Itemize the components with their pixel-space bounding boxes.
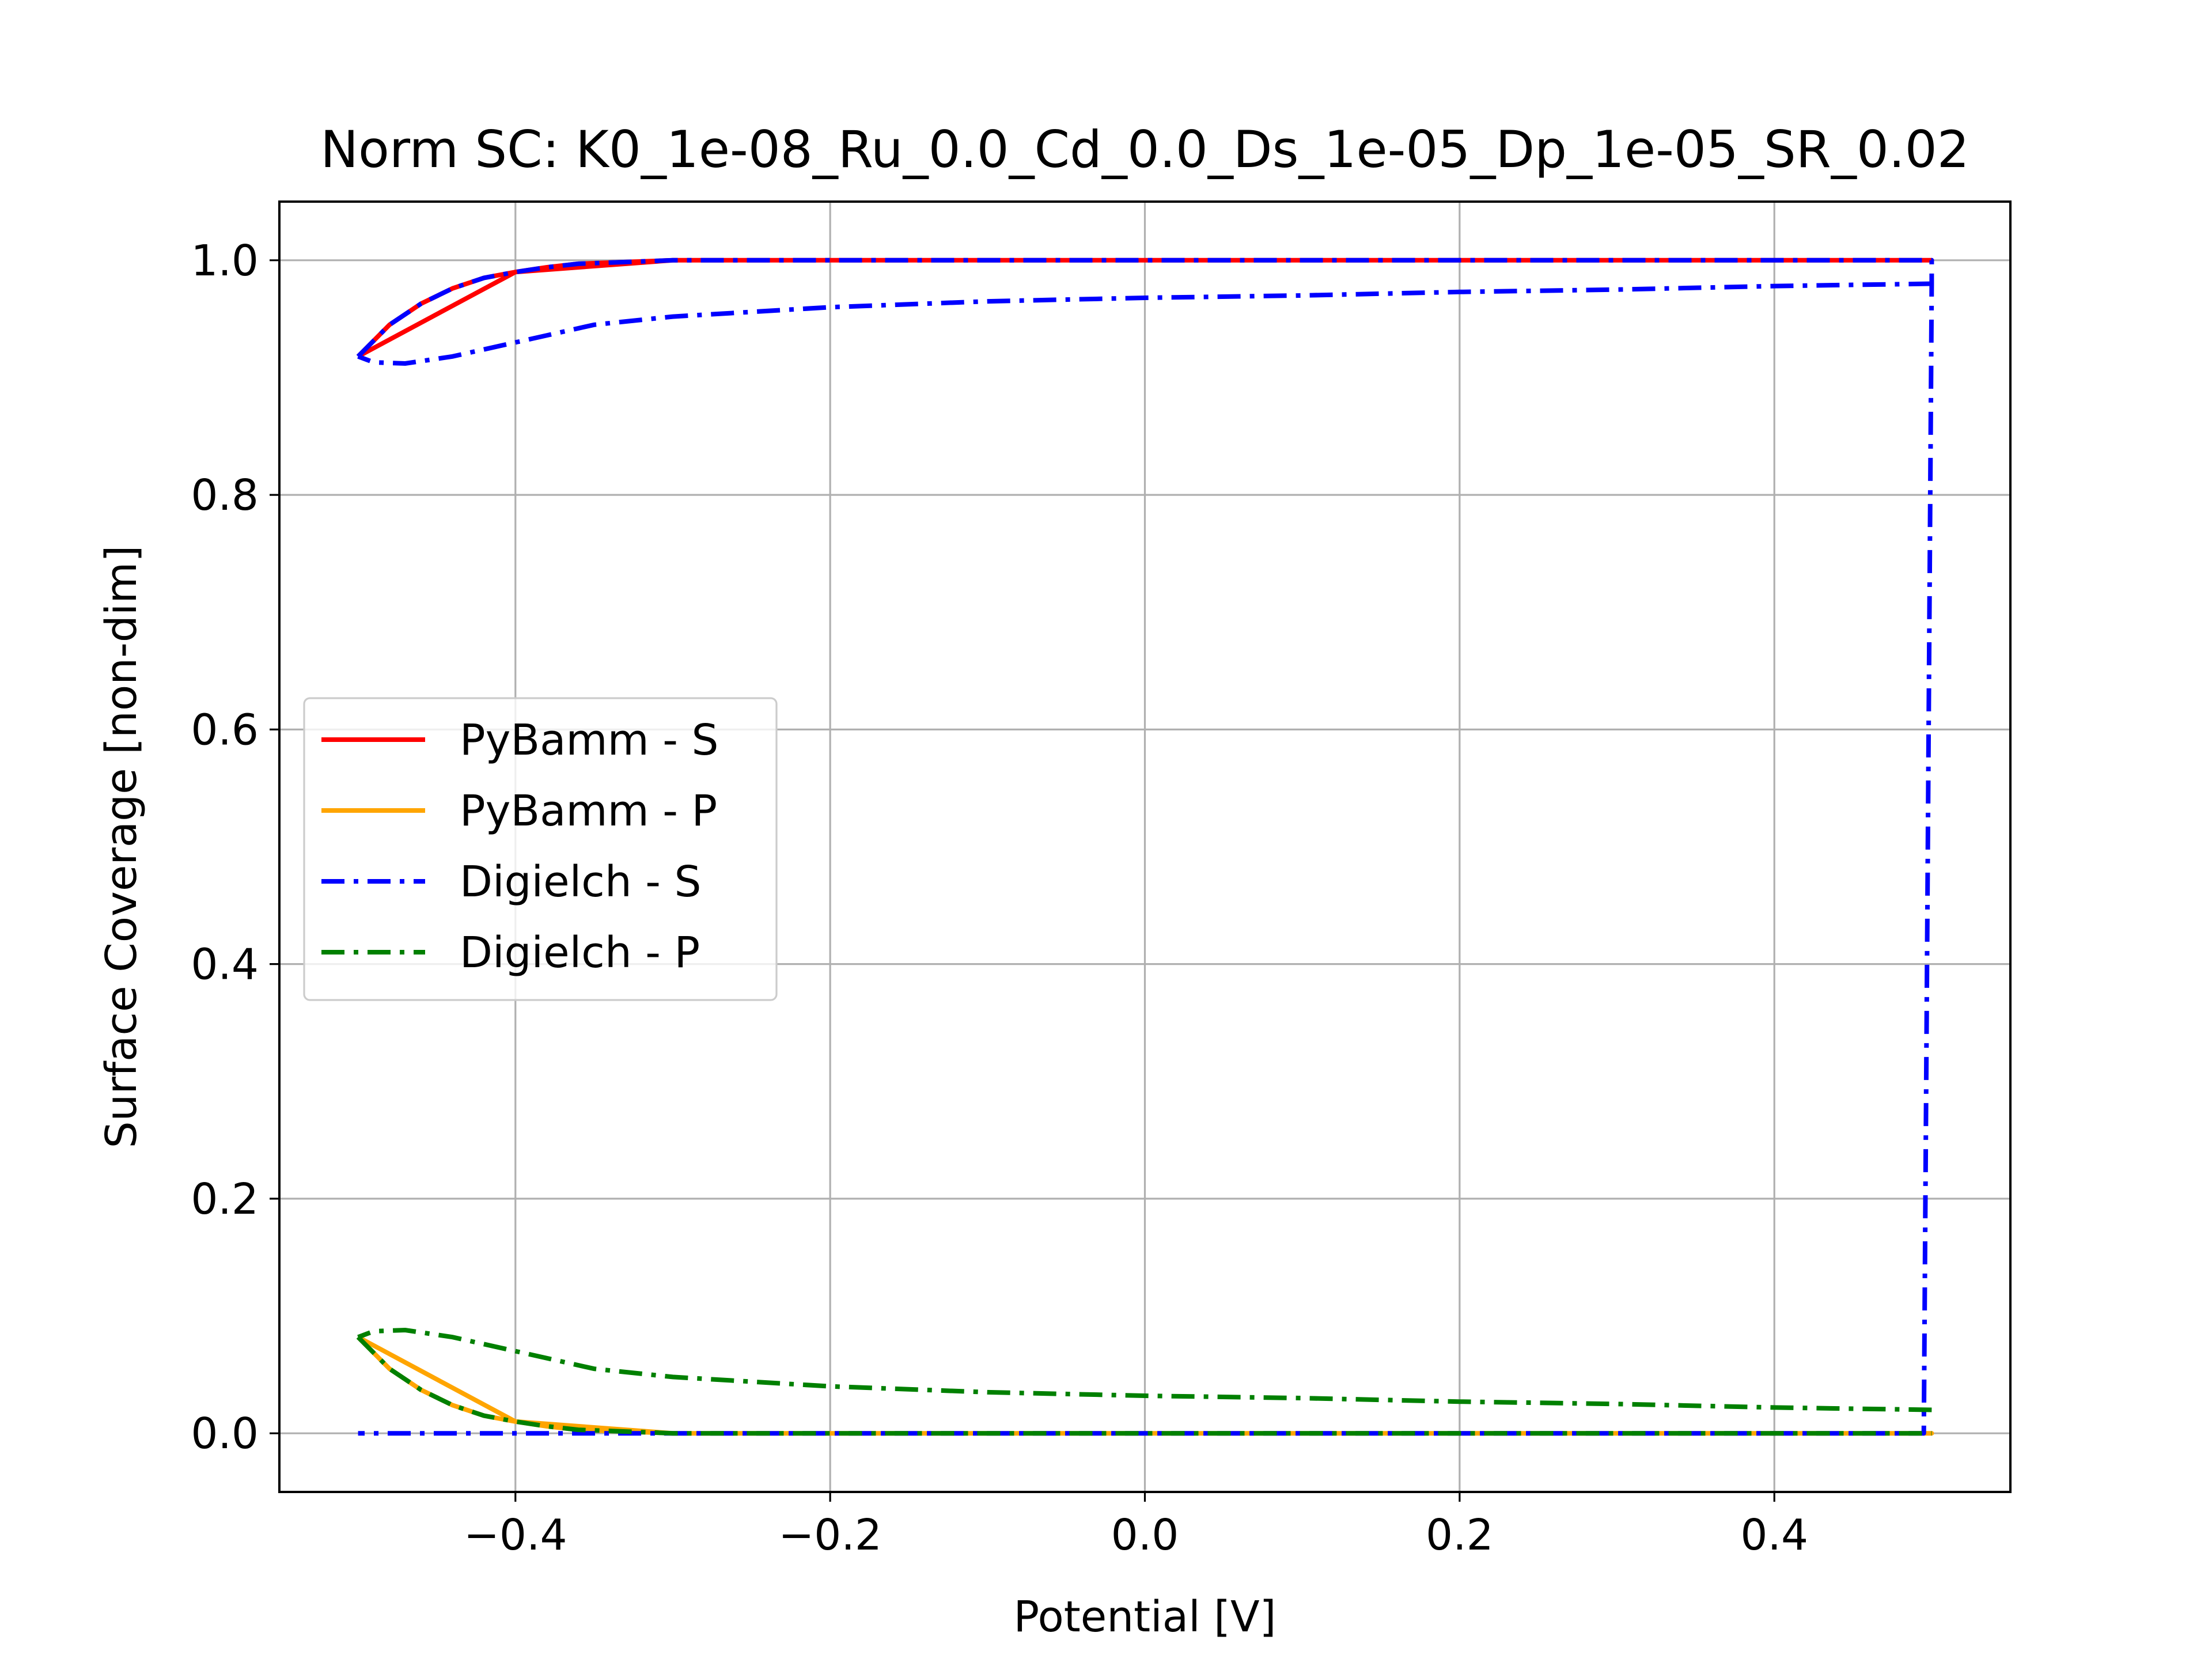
- legend-label: PyBamm - P: [460, 786, 717, 836]
- y-tick-label: 0.8: [191, 471, 259, 520]
- y-tick-label: 0.0: [191, 1409, 259, 1459]
- y-tick-label: 0.4: [191, 940, 259, 990]
- x-tick-label: 0.2: [1426, 1510, 1494, 1560]
- plot-area: [356, 257, 1934, 1436]
- legend-label: Digielch - P: [460, 928, 700, 978]
- x-tick-label: 0.4: [1740, 1510, 1808, 1560]
- x-tick-label: −0.2: [778, 1510, 882, 1560]
- y-tick-label: 0.6: [191, 705, 259, 755]
- x-tick-label: 0.0: [1111, 1510, 1179, 1560]
- series-line-digielch-s: [356, 257, 1934, 1436]
- x-axis-label: Potential [V]: [1013, 1592, 1276, 1642]
- series-line-digielch-p: [356, 1335, 1932, 1436]
- legend-box: [303, 697, 778, 1001]
- y-axis-label: Surface Coverage [non-dim]: [97, 546, 146, 1149]
- chart-title: Norm SC: K0_1e-08_Ru_0.0_Cd_0.0_Ds_1e-05…: [320, 120, 1969, 179]
- legend-label: PyBamm - S: [460, 715, 718, 765]
- y-tick-label: 0.2: [191, 1175, 259, 1224]
- y-tick-label: 1.0: [191, 236, 259, 286]
- y-axis: 0.0 0.2 0.4 0.6 0.8 1.0: [191, 236, 279, 1459]
- legend-label: Digielch - S: [460, 857, 701, 907]
- x-axis: −0.4 −0.2 0.0 0.2 0.4: [464, 1492, 1808, 1560]
- x-tick-label: −0.4: [464, 1510, 567, 1560]
- legend: PyBamm - S PyBamm - P Digielch - S Digielch…: [303, 697, 778, 1001]
